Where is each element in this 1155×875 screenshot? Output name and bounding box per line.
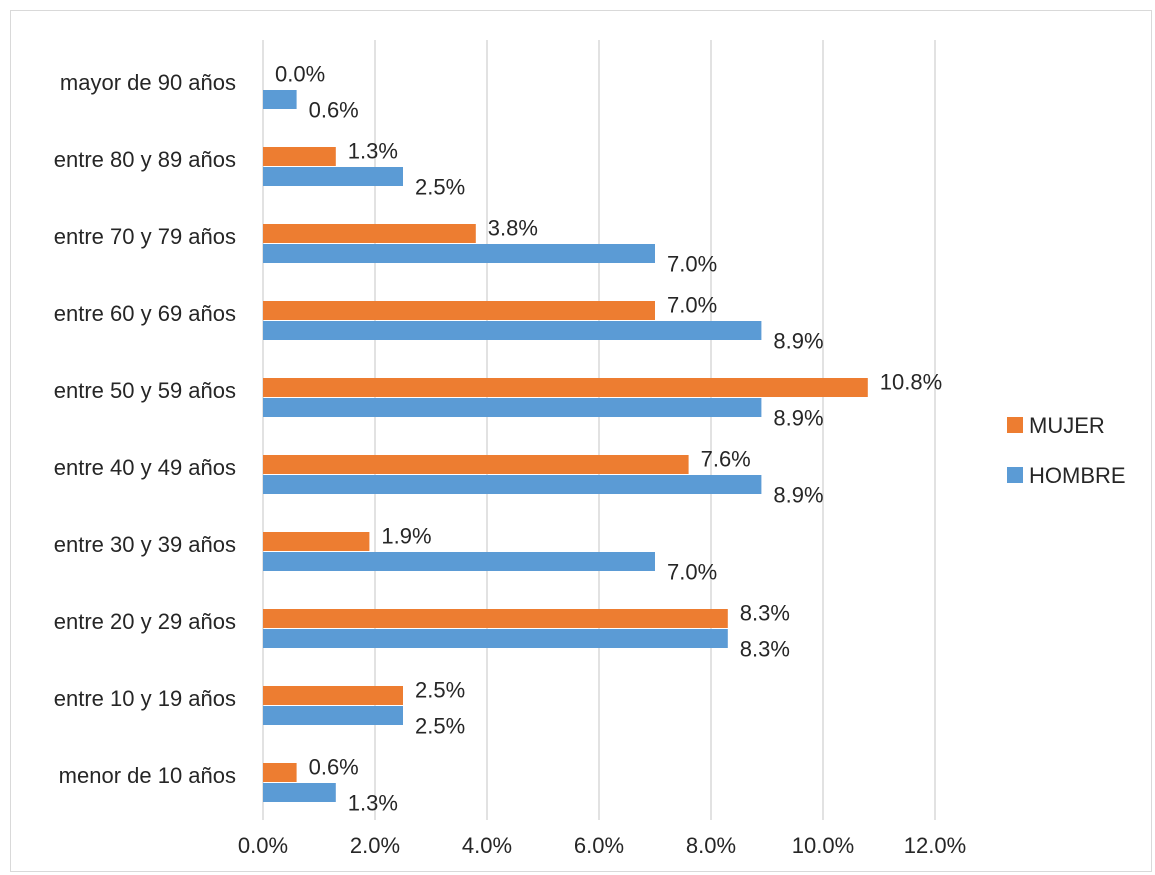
data-label-hombre: 2.5% [415,714,465,739]
category-labels: mayor de 90 años entre 80 y 89 años entre … [54,70,236,788]
data-label-hombre: 8.9% [773,329,823,354]
data-label-mujer: 0.0% [275,62,325,87]
data-label-hombre: 7.0% [667,252,717,277]
x-tick-label: 2.0% [350,833,400,858]
category-label: entre 10 y 19 años [54,686,236,711]
legend-swatch-hombre [1007,467,1023,483]
x-tick-label: 0.0% [238,833,288,858]
bar-mujer [263,301,655,320]
data-label-mujer: 8.3% [740,601,790,626]
bar-hombre [263,398,762,417]
x-tick-label: 6.0% [574,833,624,858]
data-label-mujer: 2.5% [415,678,465,703]
category-label: entre 20 y 29 años [54,609,236,634]
x-tick-label: 8.0% [686,833,736,858]
data-label-mujer: 0.6% [309,755,359,780]
data-label-mujer: 1.3% [348,139,398,164]
legend-label-mujer: MUJER [1029,413,1105,438]
data-label-hombre: 0.6% [309,98,359,123]
bar-hombre [263,321,762,340]
bar-hombre [263,783,336,802]
legend-swatch-mujer [1007,417,1023,433]
chart-frame [10,10,1152,872]
bar-hombre [263,475,762,494]
data-label-mujer: 7.6% [701,447,751,472]
data-label-mujer: 10.8% [880,370,942,395]
data-labels: 0.0% 0.6% 1.3% 2.5% 3.8% 7.0% 7.0% 8.9% 10.8% 8.9… [275,62,942,816]
bar-mujer [263,224,476,243]
bar-hombre [263,167,403,186]
bar-mujer [263,532,370,551]
category-label: mayor de 90 años [60,70,236,95]
bars [263,90,868,802]
category-label: entre 30 y 39 años [54,532,236,557]
category-label: entre 40 y 49 años [54,455,236,480]
legend: MUJER HOMBRE [1007,413,1126,488]
bar-mujer [263,686,403,705]
x-axis-tick-labels: 0.0% 2.0% 4.0% 6.0% 8.0% 10.0% 12.0% [238,833,966,858]
x-tick-label: 10.0% [792,833,854,858]
data-label-mujer: 1.9% [381,524,431,549]
bar-mujer [263,378,868,397]
data-label-hombre: 1.3% [348,791,398,816]
x-tick-label: 12.0% [904,833,966,858]
category-label: entre 50 y 59 años [54,378,236,403]
data-label-hombre: 2.5% [415,175,465,200]
bar-hombre [263,629,728,648]
bar-mujer [263,147,336,166]
category-label: entre 60 y 69 años [54,301,236,326]
bar-mujer [263,455,689,474]
bar-hombre [263,706,403,725]
x-tick-label: 4.0% [462,833,512,858]
data-label-hombre: 8.3% [740,637,790,662]
data-label-hombre: 7.0% [667,560,717,585]
legend-label-hombre: HOMBRE [1029,463,1126,488]
category-label: menor de 10 años [59,763,236,788]
data-label-hombre: 8.9% [773,406,823,431]
bar-mujer [263,763,297,782]
data-label-mujer: 3.8% [488,216,538,241]
data-label-mujer: 7.0% [667,293,717,318]
category-label: entre 70 y 79 años [54,224,236,249]
bar-hombre [263,552,655,571]
data-label-hombre: 8.9% [773,483,823,508]
bar-mujer [263,609,728,628]
bar-hombre [263,244,655,263]
bar-hombre [263,90,297,109]
category-label: entre 80 y 89 años [54,147,236,172]
